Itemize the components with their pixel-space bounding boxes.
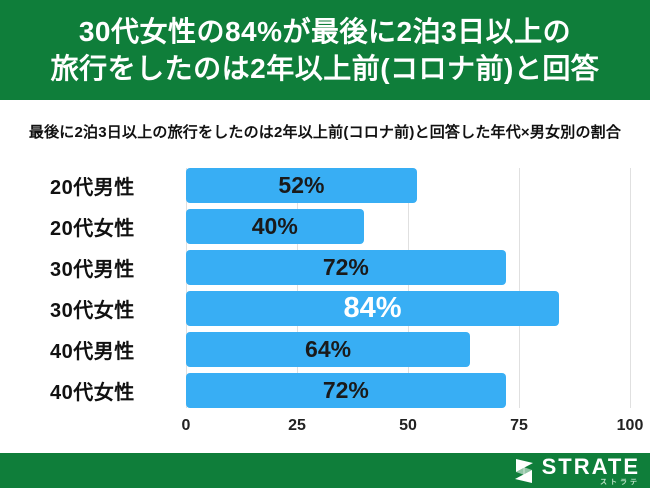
x-axis: 0 25 50 75 100	[182, 417, 644, 441]
grid-line-25	[296, 168, 298, 408]
header-banner: 30代女性の84%が最後に2泊3日以上の 旅行をしたのは2年以上前(コロナ前)と…	[0, 0, 650, 100]
chart-section: 最後に2泊3日以上の旅行をしたのは2年以上前(コロナ前)と回答した年代×男女別の…	[0, 100, 650, 453]
bar: 72%	[186, 373, 506, 408]
bar-track: 64%	[186, 332, 630, 367]
page-title-line1: 30代女性の84%が最後に2泊3日以上の	[78, 16, 572, 47]
bar-value-label: 64%	[305, 336, 352, 362]
strate-logo-text: STRATE	[541, 453, 640, 479]
bar-track: 84%	[186, 291, 630, 326]
chart-subtitle: 最後に2泊3日以上の旅行をしたのは2年以上前(コロナ前)と回答した年代×男女別の…	[28, 124, 622, 141]
gridlines	[185, 168, 631, 408]
x-tick-label-75: 75	[510, 417, 528, 434]
bar-track: 72%	[186, 373, 630, 408]
page-title-line2: 旅行をしたのは2年以上前(コロナ前)と回答	[50, 53, 600, 84]
bar-chart: 20代男性 52% 20代女性 40% 30代男性 72% 30代女性 84% 40代男性 64%…	[50, 168, 631, 408]
bar: 84%	[186, 291, 559, 326]
grid-line-75	[518, 168, 520, 408]
category-label: 20代女性	[50, 218, 135, 240]
x-tick-label-25: 25	[288, 417, 306, 434]
strate-logo-subtext: ストラテ	[600, 478, 640, 486]
x-tick-label-0: 0	[181, 417, 191, 434]
strate-logo: STRATE ストラテ	[512, 453, 640, 486]
category-label: 30代男性	[50, 259, 135, 281]
category-label: 30代女性	[50, 300, 135, 322]
bar: 72%	[186, 250, 506, 285]
bar: 64%	[186, 332, 471, 367]
chart-row: 30代男性 72%	[50, 250, 630, 285]
x-tick-label-100: 100	[616, 417, 644, 434]
chart-plot-area: 20代男性 52% 20代女性 40% 30代男性 72% 30代女性 84% 40代男性 64%…	[50, 168, 631, 408]
bar: 40%	[186, 209, 364, 244]
grid-line-100	[629, 168, 631, 408]
chart-row: 40代男性 64%	[50, 332, 630, 367]
chart-row: 20代女性 40%	[50, 209, 630, 244]
bar-value-label: 84%	[343, 292, 402, 324]
page-title: 30代女性の84%が最後に2泊3日以上の 旅行をしたのは2年以上前(コロナ前)と…	[51, 13, 600, 87]
chart-row: 20代男性 52%	[50, 168, 630, 203]
category-label: 20代男性	[50, 177, 135, 199]
category-label: 40代男性	[50, 341, 135, 363]
chart-row: 40代女性 72%	[50, 373, 630, 408]
grid-line-50	[407, 168, 409, 408]
bar-track: 40%	[186, 209, 630, 244]
strate-s-ribbon-icon	[512, 458, 536, 484]
bar-track: 72%	[186, 250, 630, 285]
x-tick-label-50: 50	[399, 417, 417, 434]
chart-row: 30代女性 84%	[50, 291, 630, 326]
grid-line-0	[185, 168, 187, 408]
category-label: 40代女性	[50, 382, 135, 404]
strate-logo-text-wrap: STRATE ストラテ	[541, 453, 640, 486]
bar-track: 52%	[186, 168, 630, 203]
footer-bar: STRATE ストラテ	[0, 453, 650, 488]
bar-value-label: 72%	[322, 377, 369, 403]
bar-value-label: 40%	[251, 213, 298, 239]
bar-value-label: 72%	[322, 254, 369, 280]
bar: 52%	[186, 168, 417, 203]
bar-value-label: 52%	[278, 172, 325, 198]
